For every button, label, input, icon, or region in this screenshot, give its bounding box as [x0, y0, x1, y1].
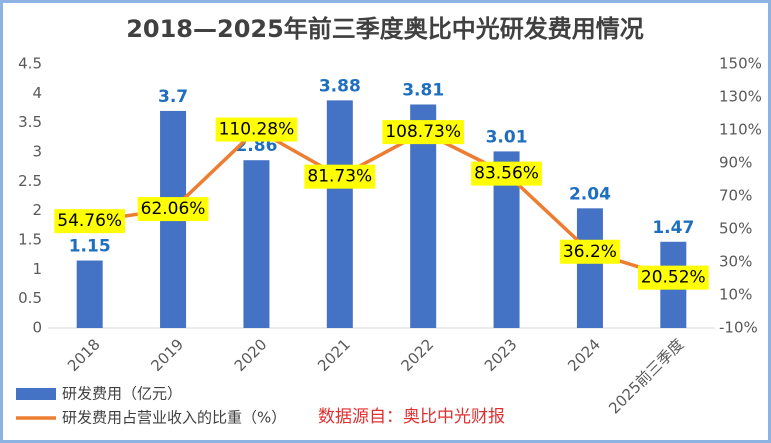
- legend-label: 研发费用（亿元）: [62, 385, 182, 403]
- y2-tick-label: -10%: [719, 319, 758, 337]
- bar-value-label: 1.47: [652, 218, 694, 238]
- y2-tick-label: 10%: [719, 286, 752, 304]
- line-value-label: 108.73%: [385, 122, 461, 142]
- y2-tick-label: 90%: [719, 154, 752, 172]
- y2-tick-label: 50%: [719, 220, 752, 238]
- line-value-label: 36.2%: [563, 242, 617, 262]
- y-tick-label: 4: [32, 84, 42, 102]
- y-tick-label: 0.5: [18, 289, 42, 307]
- chart-title: 2018—2025年前三季度奥比中光研发费用情况: [126, 15, 644, 43]
- bar: [326, 100, 353, 328]
- legend-swatch: [16, 388, 56, 400]
- legend-label: 研发费用占营业收入的比重（%）: [62, 409, 286, 427]
- bar: [243, 160, 270, 328]
- y-tick-label: 2: [32, 201, 42, 219]
- line-value-label-group: 108.73%: [382, 120, 465, 145]
- bar: [76, 260, 103, 328]
- line: [89, 127, 674, 280]
- line-value-label-bg: [637, 265, 709, 290]
- line-value-label-bg: [137, 197, 209, 222]
- line-value-label-group: 54.76%: [54, 209, 126, 234]
- line-value-label-group: 81.73%: [304, 164, 376, 189]
- line-value-label-group: 36.2%: [559, 239, 620, 264]
- line-value-label-group: 20.52%: [637, 265, 709, 290]
- y-tick-label: 3.5: [18, 113, 42, 131]
- line-value-label: 62.06%: [141, 199, 206, 219]
- line-value-label-bg: [471, 161, 542, 186]
- line-value-label-group: 62.06%: [137, 197, 209, 222]
- line-value-label: 83.56%: [474, 164, 539, 184]
- line-value-label: 81.73%: [307, 167, 372, 187]
- line-value-label-bg: [304, 164, 376, 189]
- y2-tick-label: 70%: [719, 187, 752, 205]
- bar-value-label: 3.7: [158, 87, 188, 107]
- y-tick-label: 3: [32, 143, 42, 161]
- y-tick-label: 1: [32, 260, 42, 278]
- line-value-label-bg: [382, 120, 465, 145]
- bar-value-label: 3.81: [402, 80, 444, 100]
- source-note: 数据源自：奥比中光财报: [318, 407, 505, 427]
- y-tick-label: 2.5: [18, 172, 42, 190]
- y2-tick-label: 110%: [719, 121, 762, 139]
- line-value-label-bg: [559, 239, 620, 264]
- line-value-label-bg: [215, 117, 298, 142]
- y2-tick-label: 150%: [719, 55, 762, 73]
- line-value-label: 54.76%: [57, 211, 122, 231]
- y2-tick-label: 130%: [719, 88, 762, 106]
- line-value-label-group: 110.28%: [215, 117, 298, 142]
- y-tick-label: 4.5: [18, 55, 42, 73]
- bar-value-label: 3.01: [486, 127, 528, 147]
- line-value-label-bg: [54, 209, 126, 234]
- line-value-label: 110.28%: [219, 120, 295, 140]
- y-tick-label: 1.5: [18, 231, 42, 249]
- bar-value-label: 3.88: [319, 76, 361, 96]
- line-value-label-group: 83.56%: [471, 161, 542, 186]
- bar: [576, 208, 603, 328]
- y2-tick-label: 30%: [719, 253, 752, 271]
- line-value-label: 20.52%: [641, 268, 706, 288]
- y-tick-label: 0: [32, 319, 42, 337]
- bar-value-label: 2.04: [569, 184, 611, 204]
- bar-value-label: 1.15: [69, 237, 111, 257]
